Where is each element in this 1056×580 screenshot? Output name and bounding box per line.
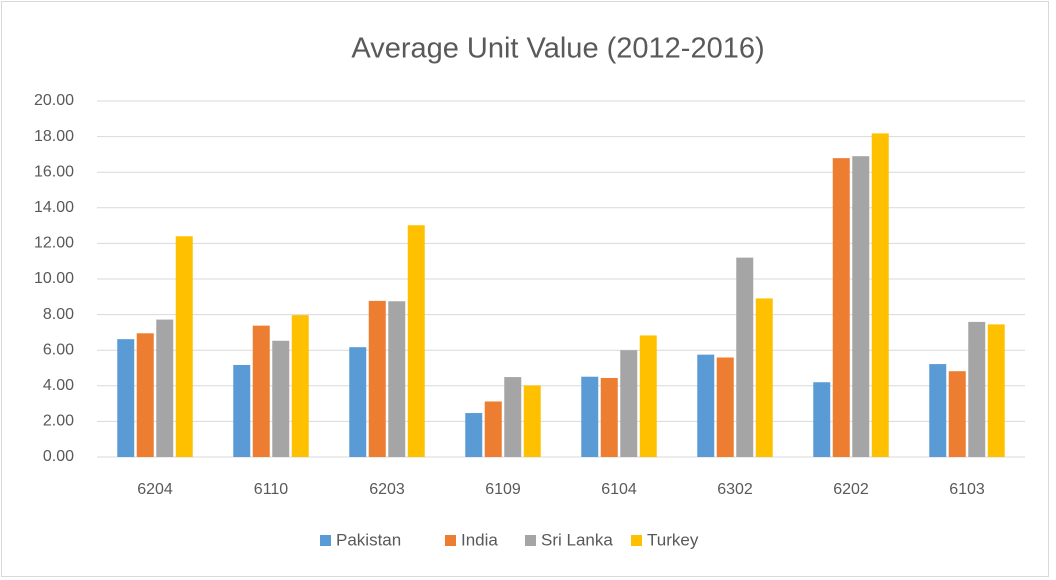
y-tick-label: 6.00 xyxy=(43,341,74,358)
y-tick-label: 16.00 xyxy=(34,163,74,180)
bar xyxy=(252,325,270,457)
y-tick-label: 12.00 xyxy=(34,235,74,252)
legend-swatch xyxy=(525,535,536,546)
bar xyxy=(948,371,966,457)
bar xyxy=(716,357,734,457)
bar xyxy=(871,133,889,457)
x-tick-label: 6203 xyxy=(369,481,405,498)
legend-label: Sri Lanka xyxy=(541,530,613,549)
bar xyxy=(968,321,986,457)
bar xyxy=(600,377,618,457)
y-tick-label: 18.00 xyxy=(34,128,74,145)
chart-title: Average Unit Value (2012-2016) xyxy=(351,33,764,65)
x-tick-label: 6104 xyxy=(601,481,637,498)
bar xyxy=(368,300,386,457)
bar xyxy=(581,376,599,457)
x-tick-label: 6110 xyxy=(254,481,289,498)
legend-swatch xyxy=(445,535,456,546)
bar xyxy=(620,350,638,457)
bar xyxy=(407,225,425,457)
y-tick-label: 2.00 xyxy=(43,413,74,430)
legend-label: Turkey xyxy=(647,530,699,549)
legend-swatch xyxy=(320,535,331,546)
y-tick-label: 20.00 xyxy=(34,92,74,109)
bar xyxy=(465,413,483,457)
legend-label: Pakistan xyxy=(336,530,401,549)
x-tick-label: 6109 xyxy=(485,481,521,498)
bar xyxy=(523,385,541,457)
y-tick-label: 10.00 xyxy=(34,270,74,287)
bar xyxy=(736,257,754,457)
y-tick-label: 4.00 xyxy=(43,377,74,394)
x-tick-label: 6202 xyxy=(833,481,869,498)
x-tick-label: 6103 xyxy=(949,481,985,498)
bar xyxy=(484,401,502,457)
bar xyxy=(832,158,850,457)
bar xyxy=(156,319,174,457)
x-tick-label: 6302 xyxy=(717,481,753,498)
bar xyxy=(349,347,367,457)
bar xyxy=(117,339,135,457)
bar xyxy=(813,382,831,457)
x-tick-label: 6204 xyxy=(137,481,173,498)
legend-swatch xyxy=(631,535,642,546)
bar xyxy=(233,364,251,457)
bar xyxy=(755,298,773,457)
bar xyxy=(175,236,193,457)
y-tick-label: 0.00 xyxy=(43,448,74,465)
bar xyxy=(388,301,406,457)
bar xyxy=(136,333,154,457)
bar xyxy=(987,324,1005,457)
bar xyxy=(852,156,870,457)
bar xyxy=(697,354,715,457)
y-tick-label: 8.00 xyxy=(43,306,74,323)
legend-label: India xyxy=(461,530,498,549)
bar xyxy=(291,315,309,457)
bar xyxy=(639,335,657,457)
bar xyxy=(504,377,522,457)
bar xyxy=(272,340,290,457)
y-tick-label: 14.00 xyxy=(34,199,74,216)
bar xyxy=(929,364,947,457)
